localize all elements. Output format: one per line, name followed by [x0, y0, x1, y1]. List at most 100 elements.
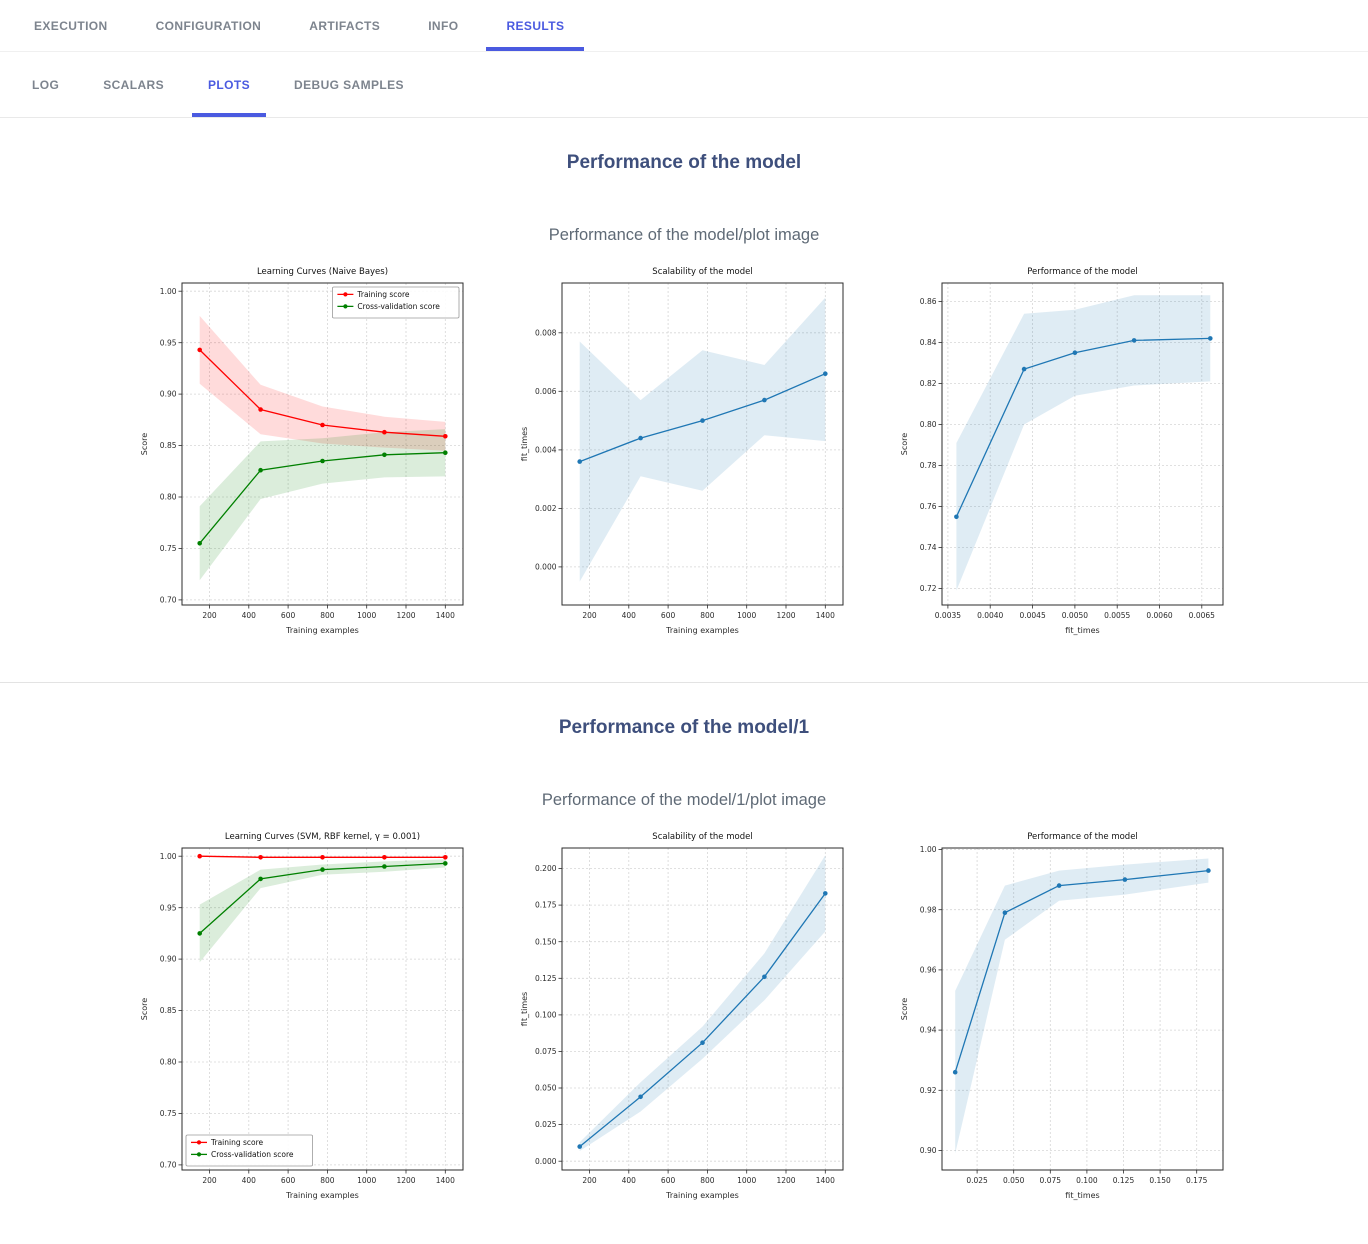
- svg-text:0.200: 0.200: [535, 864, 557, 873]
- svg-text:600: 600: [281, 1176, 296, 1185]
- svg-text:0.006: 0.006: [535, 387, 557, 396]
- svg-text:0.80: 0.80: [920, 420, 937, 429]
- svg-text:Cross-validation score: Cross-validation score: [211, 1150, 294, 1159]
- svg-text:200: 200: [582, 1176, 597, 1185]
- svg-text:0.100: 0.100: [535, 1011, 557, 1020]
- subtab-scalars[interactable]: SCALARS: [103, 77, 165, 92]
- subtab-log[interactable]: LOG: [32, 77, 60, 92]
- svg-text:0.85: 0.85: [160, 441, 177, 450]
- svg-text:800: 800: [320, 611, 335, 620]
- plot-image-subtitle: Performance of the model/plot image: [548, 226, 820, 244]
- plots-panel: Performance of the model Performance of …: [0, 152, 1368, 1209]
- section-divider: [0, 682, 1368, 683]
- svg-text:0.000: 0.000: [535, 1157, 557, 1166]
- svg-text:0.80: 0.80: [160, 1058, 177, 1067]
- chart-scalability-of-model-1[interactable]: 200 400 600 800 1000 1200 1400 0.000 0.025 0.050 0…: [516, 824, 852, 1209]
- svg-text:fit_times: fit_times: [1065, 1191, 1099, 1200]
- charts-row: 200 400 600 800 1000 1200 1400 0.70 0.75 0.80 0.85…: [0, 259, 1368, 644]
- svg-text:0.0065: 0.0065: [1189, 611, 1215, 620]
- subtab-plots[interactable]: PLOTS: [186, 52, 272, 117]
- svg-text:0.0045: 0.0045: [1019, 611, 1045, 620]
- chart-scalability-of-model[interactable]: 200 400 600 800 1000 1200 1400 0.000 0.002 0.004 0…: [516, 259, 852, 644]
- svg-text:0.95: 0.95: [160, 903, 177, 912]
- svg-text:0.75: 0.75: [160, 1109, 177, 1118]
- svg-text:0.0060: 0.0060: [1146, 611, 1172, 620]
- svg-text:Learning Curves (SVM, RBF kern: Learning Curves (SVM, RBF kernel, γ = 0.…: [225, 832, 420, 842]
- svg-text:Performance of the model: Performance of the model: [1027, 832, 1138, 842]
- plot-svg: 200 400 600 800 1000 1200 1400 0.70 0.75 0.80 0.85…: [140, 832, 464, 1200]
- svg-text:0.75: 0.75: [160, 544, 177, 553]
- svg-text:800: 800: [320, 1176, 335, 1185]
- chart-performance-of-model-1[interactable]: 0.025 0.050 0.075 0.100 0.125 0.150 0.175 0.90 0…: [896, 824, 1232, 1209]
- svg-text:0.84: 0.84: [920, 338, 937, 347]
- svg-text:0.050: 0.050: [535, 1084, 557, 1093]
- svg-text:Training examples: Training examples: [665, 1191, 739, 1200]
- chart-learning-curves-naive-bayes[interactable]: 200 400 600 800 1000 1200 1400 0.70 0.75 0.80 0.85…: [136, 259, 472, 644]
- svg-text:1000: 1000: [357, 1176, 376, 1185]
- svg-text:1200: 1200: [396, 1176, 415, 1185]
- svg-text:0.90: 0.90: [160, 955, 177, 964]
- svg-text:400: 400: [242, 1176, 257, 1185]
- group-title: Performance of the model: [566, 152, 802, 173]
- plot-group-performance: Performance of the model Performance of …: [0, 152, 1368, 644]
- svg-text:400: 400: [622, 611, 637, 620]
- svg-text:0.008: 0.008: [535, 328, 557, 337]
- svg-text:400: 400: [622, 1176, 637, 1185]
- plot-svg: 0.0035 0.0040 0.0045 0.0050 0.0055 0.0060 0.00…: [900, 267, 1224, 635]
- svg-text:600: 600: [661, 1176, 676, 1185]
- subtab-debug-samples[interactable]: DEBUG SAMPLES: [294, 77, 404, 92]
- svg-text:Training examples: Training examples: [665, 626, 739, 635]
- svg-text:0.74: 0.74: [920, 543, 937, 552]
- svg-text:0.0040: 0.0040: [977, 611, 1003, 620]
- svg-text:0.150: 0.150: [1149, 1176, 1171, 1185]
- svg-text:1400: 1400: [436, 1176, 455, 1185]
- svg-text:0.86: 0.86: [920, 297, 937, 306]
- tab-artifacts[interactable]: ARTIFACTS: [309, 18, 381, 33]
- svg-text:0.85: 0.85: [160, 1006, 177, 1015]
- svg-text:800: 800: [700, 611, 715, 620]
- svg-text:1000: 1000: [357, 611, 376, 620]
- plot-group-performance-1: Performance of the model/1 Performance o…: [0, 717, 1368, 1209]
- svg-text:0.125: 0.125: [535, 974, 557, 983]
- svg-text:0.0055: 0.0055: [1104, 611, 1130, 620]
- svg-text:Scalability of the model: Scalability of the model: [652, 267, 752, 277]
- svg-text:Scalability of the model: Scalability of the model: [652, 832, 752, 842]
- svg-text:fit_times: fit_times: [520, 427, 529, 461]
- svg-text:0.075: 0.075: [535, 1047, 557, 1056]
- svg-text:Score: Score: [900, 998, 909, 1020]
- tab-results[interactable]: RESULTS: [482, 0, 588, 51]
- plot-svg: 200 400 600 800 1000 1200 1400 0.000 0.025 0.050 0…: [520, 832, 844, 1200]
- svg-text:600: 600: [661, 611, 676, 620]
- tab-execution[interactable]: EXECUTION: [34, 18, 108, 33]
- svg-text:200: 200: [582, 611, 597, 620]
- chart-learning-curves-svm-rbf[interactable]: 200 400 600 800 1000 1200 1400 0.70 0.75 0.80 0.85…: [136, 824, 472, 1209]
- svg-text:Score: Score: [140, 998, 149, 1020]
- svg-text:0.0035: 0.0035: [935, 611, 961, 620]
- plot-svg: 0.025 0.050 0.075 0.100 0.125 0.150 0.175 0.90 0…: [900, 832, 1224, 1200]
- svg-text:Score: Score: [140, 433, 149, 455]
- svg-text:1400: 1400: [816, 1176, 835, 1185]
- results-sub-tab-bar: LOG SCALARS PLOTS DEBUG SAMPLES: [0, 52, 1368, 118]
- svg-text:1400: 1400: [816, 611, 835, 620]
- tab-info[interactable]: INFO: [428, 18, 459, 33]
- svg-text:0.95: 0.95: [160, 338, 177, 347]
- svg-text:600: 600: [281, 611, 296, 620]
- tab-configuration[interactable]: CONFIGURATION: [155, 18, 262, 33]
- svg-text:0.150: 0.150: [535, 937, 557, 946]
- svg-text:0.050: 0.050: [1003, 1176, 1025, 1185]
- chart-performance-of-model[interactable]: 0.0035 0.0040 0.0045 0.0050 0.0055 0.0060 0.00…: [896, 259, 1232, 644]
- plot-svg: 200 400 600 800 1000 1200 1400 0.000 0.002 0.004 0…: [520, 267, 844, 635]
- svg-text:0.000: 0.000: [535, 563, 557, 572]
- svg-text:0.075: 0.075: [1040, 1176, 1062, 1185]
- svg-text:0.96: 0.96: [920, 966, 937, 975]
- svg-text:Training score: Training score: [210, 1138, 264, 1147]
- svg-text:0.125: 0.125: [1113, 1176, 1135, 1185]
- svg-text:0.76: 0.76: [920, 502, 937, 511]
- svg-text:1200: 1200: [396, 611, 415, 620]
- charts-row: 200 400 600 800 1000 1200 1400 0.70 0.75 0.80 0.85…: [0, 824, 1368, 1209]
- svg-text:200: 200: [202, 1176, 217, 1185]
- svg-text:0.90: 0.90: [920, 1146, 937, 1155]
- svg-text:0.002: 0.002: [535, 504, 557, 513]
- svg-text:0.78: 0.78: [920, 461, 937, 470]
